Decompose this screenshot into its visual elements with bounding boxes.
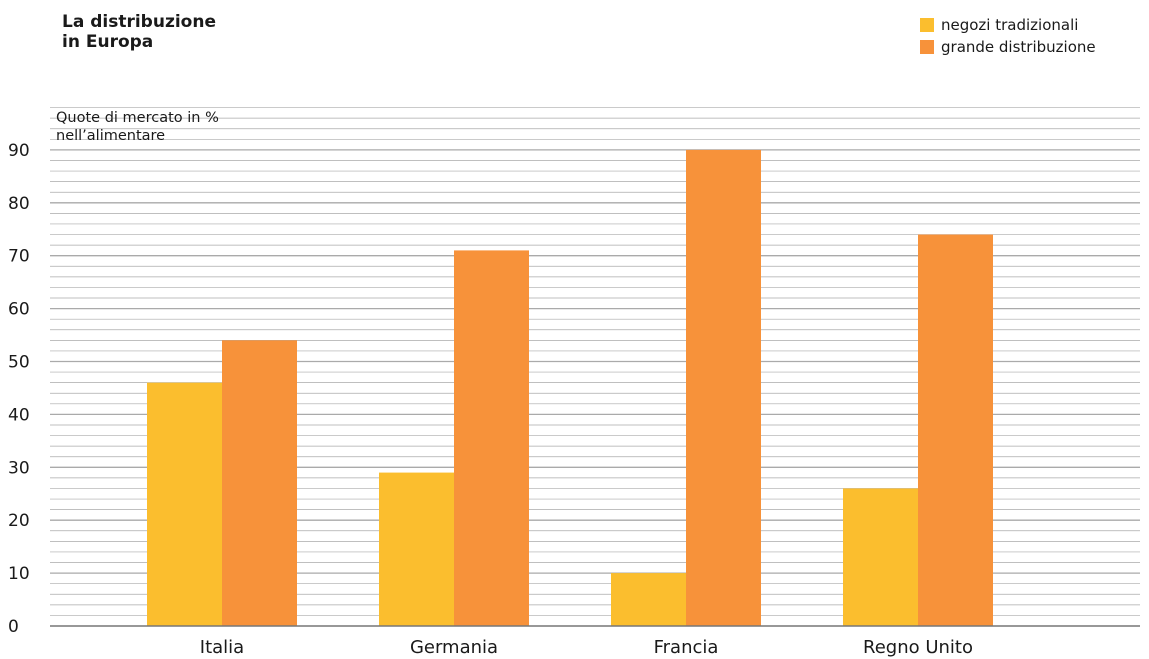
y-tick-label-30: 30 — [8, 458, 30, 478]
y-tick-label-70: 70 — [8, 247, 30, 267]
legend-label-grande-distribuzione: grande distribuzione — [941, 38, 1096, 56]
x-label-regno-unito: Regno Unito — [863, 637, 973, 658]
y-axis-ticks: 0 10 20 30 40 50 60 70 80 90 — [8, 141, 30, 637]
y-tick-label-40: 40 — [8, 405, 30, 425]
x-label-germania: Germania — [410, 637, 498, 658]
y-tick-label-90: 90 — [8, 141, 30, 161]
y-tick-label-50: 50 — [8, 353, 30, 373]
bar-regno-unito-series-2 — [918, 234, 993, 627]
x-axis-labels: Italia Germania Francia Regno Unito — [200, 637, 973, 658]
bar-germania-series-2 — [454, 250, 529, 626]
x-label-italia: Italia — [200, 637, 244, 658]
bars — [147, 149, 993, 627]
y-tick-label-60: 60 — [8, 300, 30, 320]
legend-label-negozi-tradizionali: negozi tradizionali — [941, 16, 1079, 34]
bar-italia-series-2 — [222, 340, 297, 626]
bar-francia-series-1 — [611, 573, 686, 626]
chart-title: La distribuzione in Europa — [62, 12, 216, 52]
legend-swatch-negozi-tradizionali — [920, 18, 934, 32]
y-tick-label-20: 20 — [8, 511, 30, 531]
y-tick-label-0: 0 — [8, 617, 19, 637]
y-axis-label-line-2: nell’alimentare — [56, 128, 165, 144]
legend: negozi tradizionali grande distribuzione — [920, 14, 1096, 58]
bar-regno-unito-series-1 — [843, 488, 918, 626]
y-tick-label-80: 80 — [8, 194, 30, 214]
bar-francia-series-2 — [686, 149, 761, 626]
x-label-francia: Francia — [654, 637, 719, 658]
y-axis-label-line-1: Quote di mercato in % — [56, 110, 219, 126]
chart-title-line-2: in Europa — [62, 32, 154, 52]
chart-title-line-1: La distribuzione — [62, 12, 216, 32]
bar-germania-series-1 — [379, 472, 454, 626]
legend-swatch-grande-distribuzione — [920, 40, 934, 54]
y-tick-label-10: 10 — [8, 564, 30, 584]
bar-italia-series-1 — [147, 382, 222, 626]
legend-item-grande-distribuzione: grande distribuzione — [920, 36, 1096, 58]
legend-item-negozi-tradizionali: negozi tradizionali — [920, 14, 1096, 36]
